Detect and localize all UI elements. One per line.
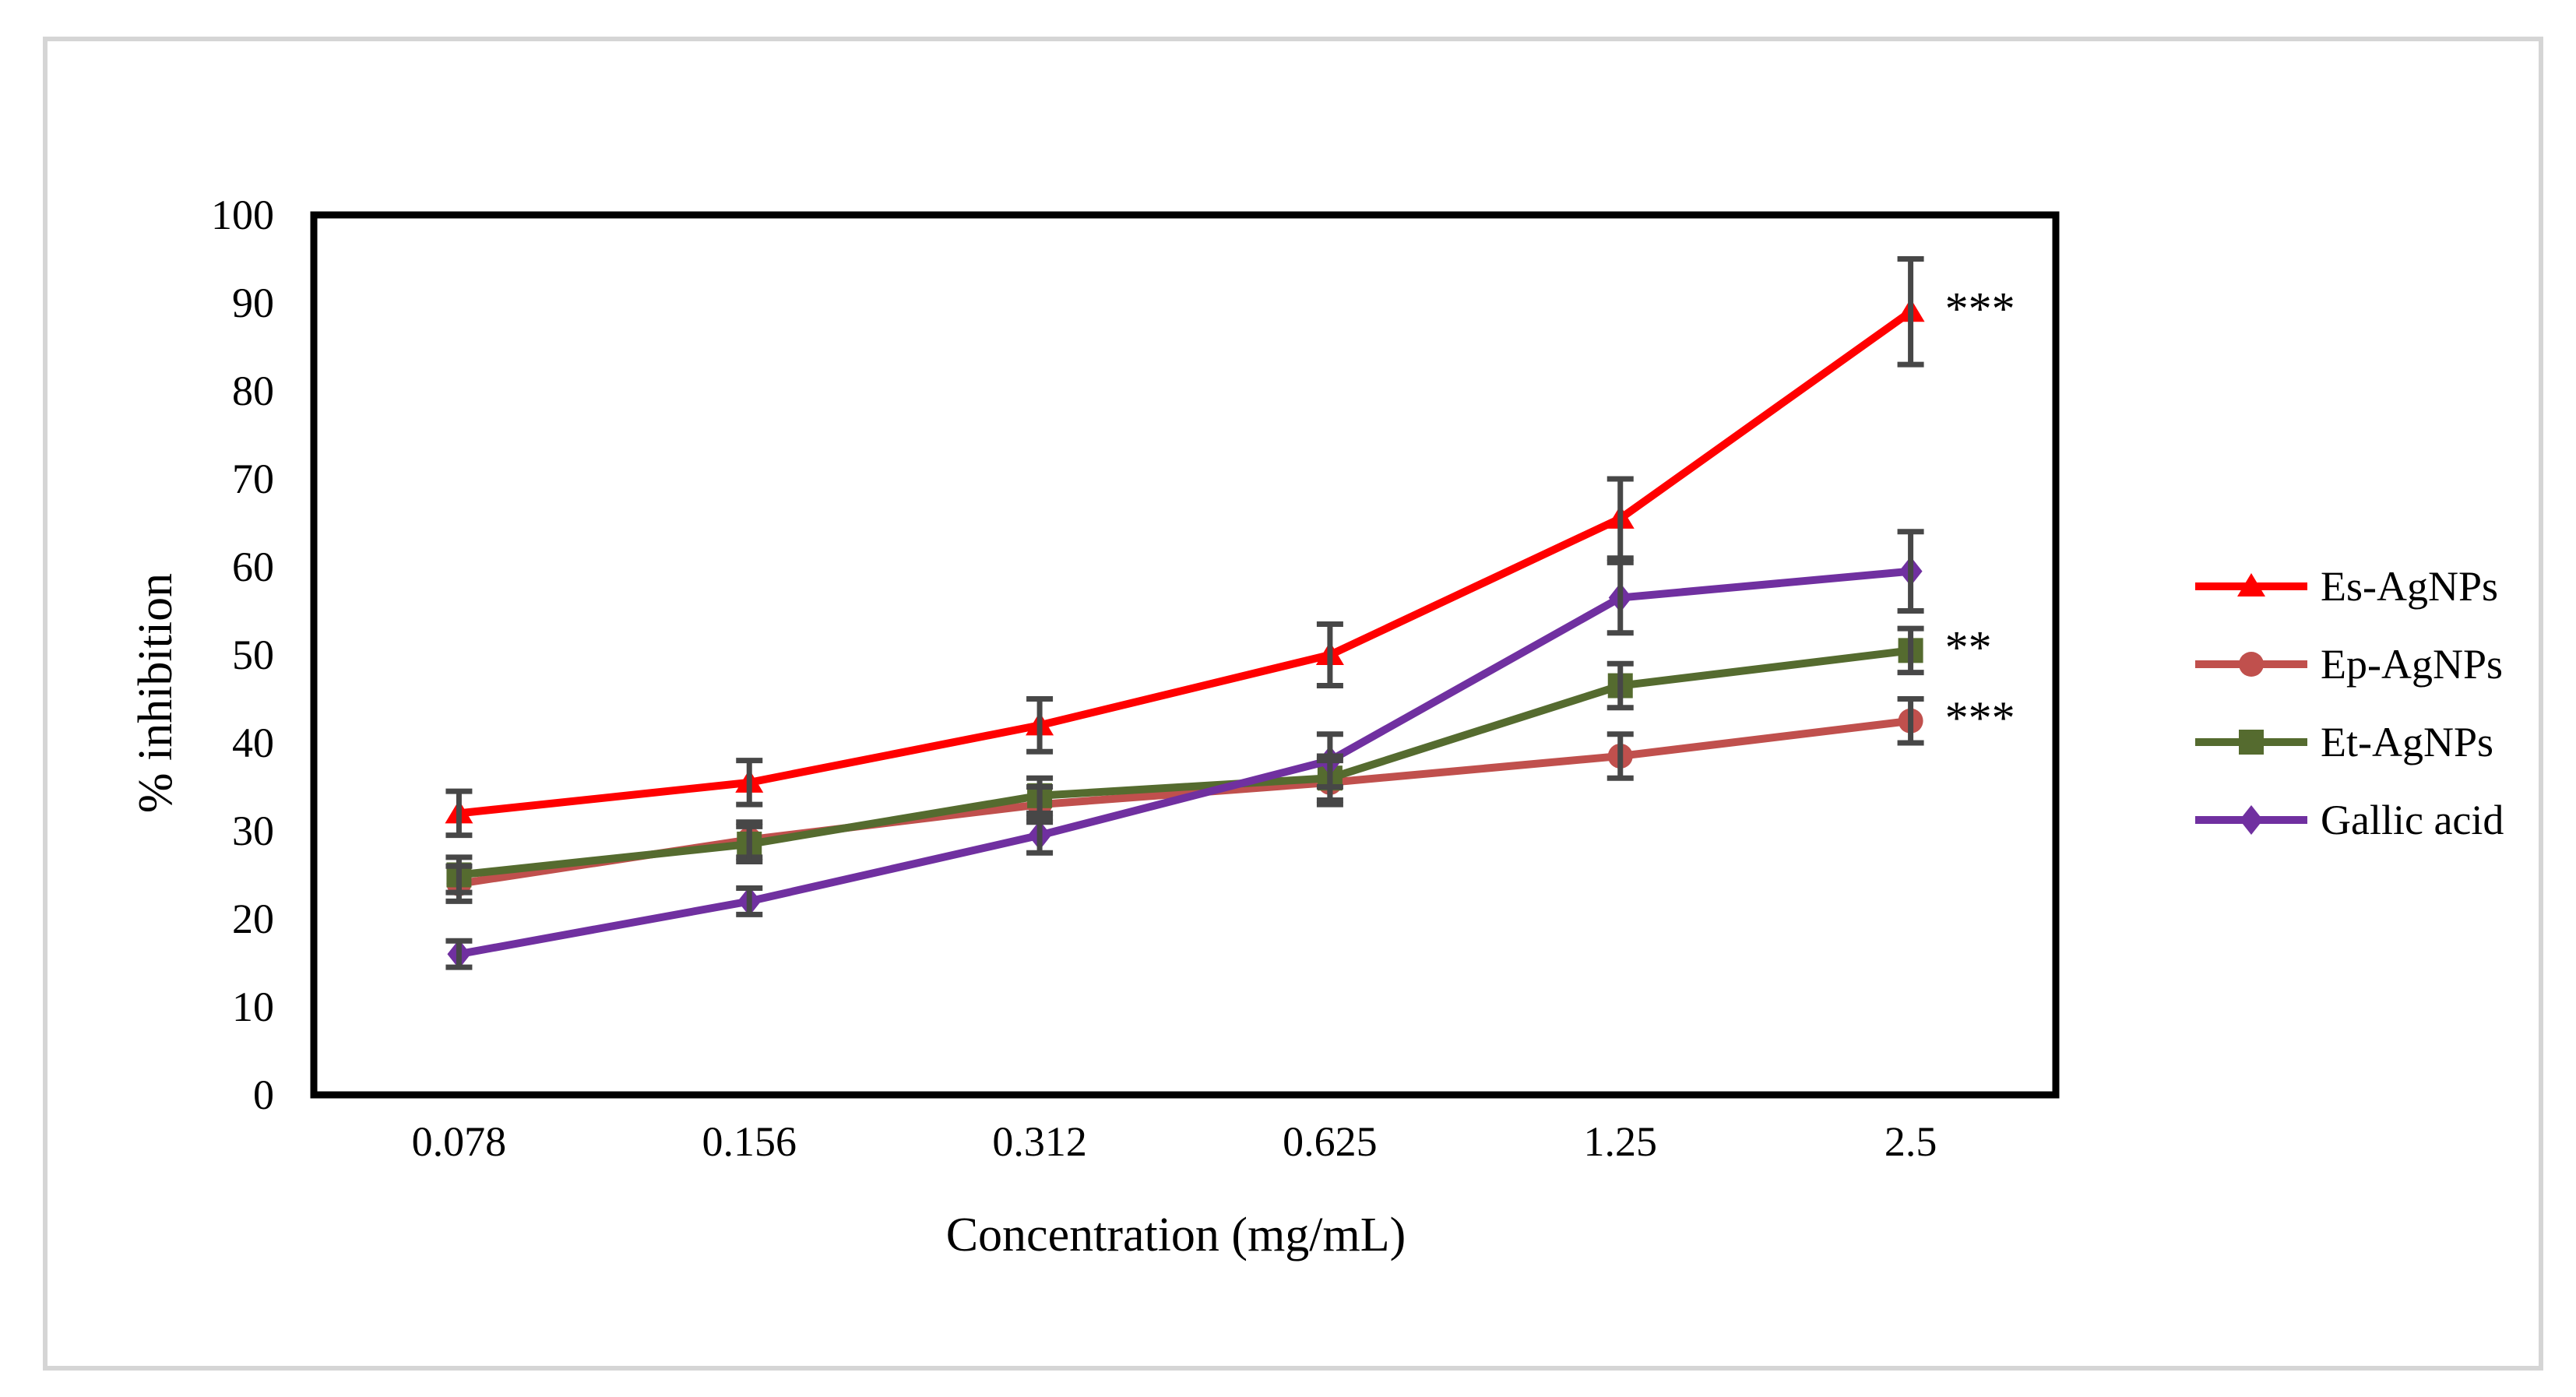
legend: Es-AgNPs Ep-AgNPs Et-AgNPs Gallic acid [2193,563,2559,843]
y-tick-label: 70 [232,456,274,502]
legend-triangle-marker-icon [2195,573,2307,596]
series-line [455,567,1915,959]
legend-item-es-agnps: Es-AgNPs [2193,563,2559,610]
y-tick-label: 100 [211,192,274,238]
y-tick-label: 60 [232,544,274,590]
series-line [455,716,1915,888]
data-point-marker [2240,805,2263,835]
series-gallic-acid [447,556,1923,969]
legend-label: Et-AgNPs [2321,719,2494,765]
data-point-marker [2239,652,2264,677]
figure-border [43,37,2543,1371]
plot-area-border [310,211,2060,1099]
x-tick-label: 0.312 [992,1118,1087,1165]
legend-item-gallic-acid: Gallic acid [2193,797,2559,843]
legend-square-marker-icon [2195,730,2307,755]
significance-annotation: *** [1945,692,2015,744]
x-tick-label: 2.5 [1884,1118,1937,1165]
significance-annotation: *** [1945,283,2015,334]
data-point-marker [2237,573,2265,596]
x-tick-label: 0.156 [702,1118,797,1165]
legend-item-et-agnps: Et-AgNPs [2193,719,2559,765]
y-tick-label: 50 [232,632,274,678]
series-et-agnps [446,638,1923,888]
y-tick-label: 30 [232,808,274,854]
legend-label: Es-AgNPs [2321,563,2499,610]
legend-circle-marker-icon [2195,652,2307,677]
x-tick-label: 1.25 [1584,1118,1658,1165]
y-tick-label: 40 [232,720,274,766]
legend-item-ep-agnps: Ep-AgNPs [2193,641,2559,688]
y-tick-label: 0 [253,1072,274,1118]
x-tick-label: 0.625 [1283,1118,1378,1165]
y-axis-title: % inhibition [129,572,182,814]
legend-diamond-marker-icon [2195,805,2307,835]
series-ep-agnps [446,708,1923,896]
significance-annotation: ** [1945,621,1992,673]
series-line [455,308,1915,818]
legend-label: Ep-AgNPs [2321,641,2504,688]
y-tick-label: 10 [232,984,274,1030]
x-tick-label: 0.078 [412,1118,507,1165]
data-point-marker [2239,730,2264,755]
y-tick-label: 90 [232,280,274,326]
y-tick-label: 20 [232,896,274,942]
legend-label: Gallic acid [2321,797,2504,843]
error-bars [445,256,1924,970]
x-axis-title: Concentration (mg/mL) [945,1209,1406,1262]
series-line [455,646,1915,879]
y-tick-label: 80 [232,368,274,414]
